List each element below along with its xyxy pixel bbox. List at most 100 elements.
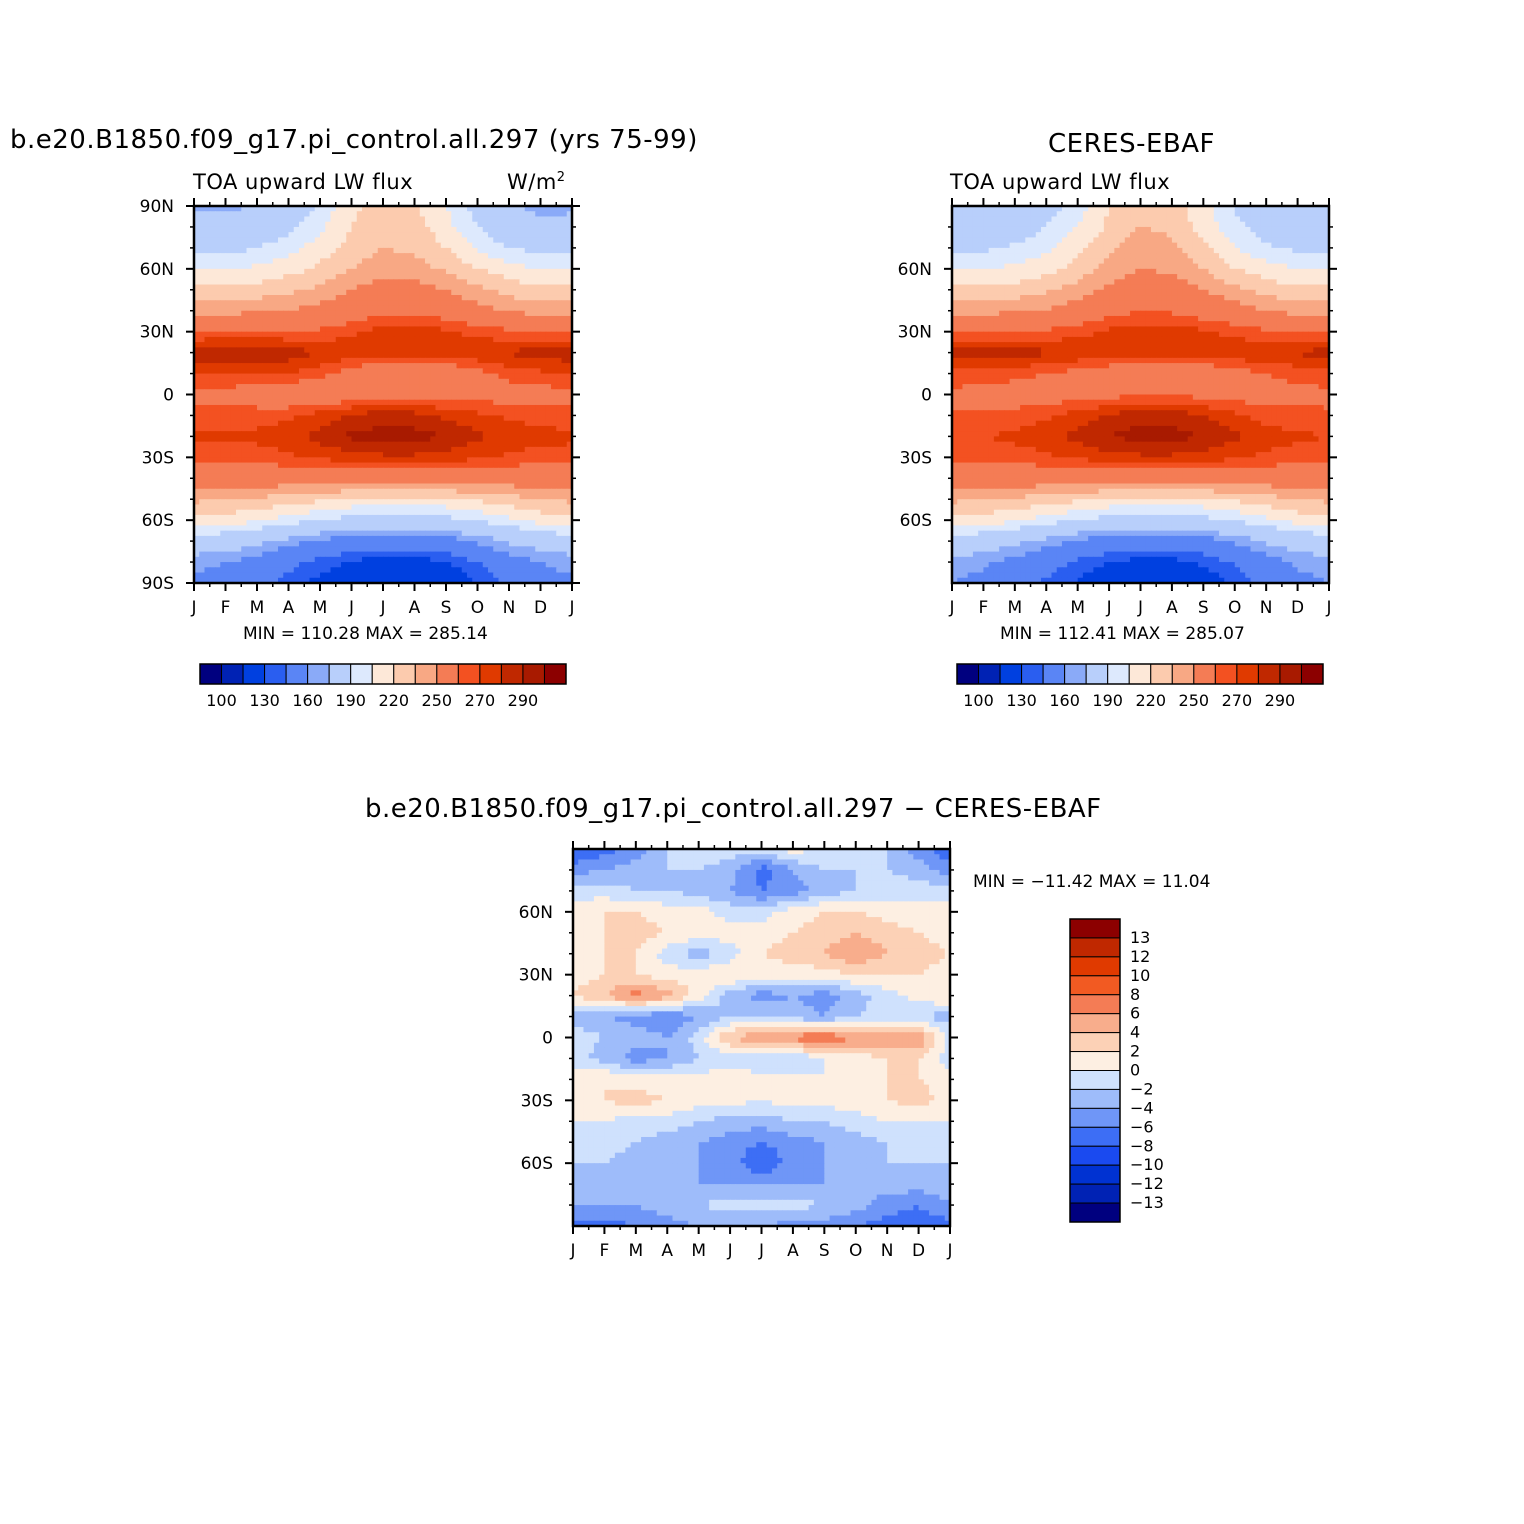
heatmap-cell — [299, 446, 305, 453]
heatmap-cell — [561, 530, 568, 537]
heatmap-cell — [503, 452, 510, 458]
heatmap-cell — [551, 441, 557, 448]
heatmap-cell — [377, 300, 384, 307]
heatmap-cell — [383, 263, 389, 270]
heatmap-cell — [519, 452, 526, 458]
heatmap-cell — [393, 321, 400, 328]
heatmap-cell — [314, 258, 321, 265]
heatmap-cell — [498, 321, 505, 328]
heatmap-cell — [451, 295, 458, 301]
heatmap-cell — [556, 452, 563, 458]
heatmap-cell — [367, 321, 374, 328]
heatmap-cell — [209, 446, 216, 453]
heatmap-cell — [425, 232, 431, 239]
heatmap-cell — [309, 488, 316, 495]
heatmap-cell — [383, 331, 389, 338]
heatmap-cell — [199, 279, 206, 286]
heatmap-cell — [388, 425, 395, 432]
heatmap-cell — [461, 279, 468, 286]
heatmap-cell — [440, 556, 447, 563]
heatmap-cell — [209, 321, 216, 328]
heatmap-cell — [225, 221, 232, 228]
heatmap-cell — [446, 305, 452, 312]
heatmap-cell — [215, 342, 221, 348]
heatmap-cell — [215, 274, 221, 280]
heatmap-cell — [262, 473, 269, 479]
heatmap-cell — [320, 305, 326, 312]
heatmap-cell — [451, 431, 458, 437]
heatmap-cell — [262, 221, 269, 228]
heatmap-cell — [488, 436, 494, 443]
heatmap-cell — [456, 373, 463, 380]
heatmap-cell — [509, 258, 515, 265]
heatmap-cell — [467, 310, 473, 317]
heatmap-cell — [241, 389, 248, 396]
heatmap-cell — [346, 211, 353, 218]
heatmap-cell — [556, 258, 563, 265]
heatmap-cell — [309, 232, 316, 239]
heatmap-cell — [288, 279, 295, 286]
heatmap-cell — [467, 326, 473, 333]
heatmap-cell — [535, 535, 542, 542]
heatmap-cell — [488, 541, 494, 547]
heatmap-cell — [215, 478, 221, 485]
heatmap-cell — [257, 399, 263, 406]
heatmap-cell — [509, 305, 515, 312]
heatmap-cell — [519, 221, 526, 228]
heatmap-cell — [288, 493, 295, 500]
heatmap-cell — [461, 457, 468, 464]
heatmap-cell — [325, 368, 332, 375]
heatmap-cell — [225, 300, 232, 307]
heatmap-cell — [435, 499, 442, 506]
heatmap-cell — [456, 363, 463, 369]
heatmap-cell — [309, 446, 316, 453]
heatmap-cell — [351, 441, 358, 448]
heatmap-cell — [251, 404, 258, 411]
heatmap-cell — [419, 520, 426, 527]
heatmap-cell — [372, 562, 379, 568]
heatmap-cell — [330, 441, 337, 448]
heatmap-cell — [309, 211, 316, 218]
heatmap-cell — [372, 253, 379, 259]
heatmap-cell — [461, 556, 468, 563]
heatmap-cell — [262, 378, 269, 385]
heatmap-cell — [383, 310, 389, 317]
heatmap-cell — [477, 509, 484, 516]
heatmap-cell — [262, 556, 269, 563]
heatmap-cell — [388, 514, 395, 521]
heatmap-cell — [467, 232, 473, 239]
heatmap-cell — [419, 462, 426, 469]
heatmap-cell — [257, 452, 263, 458]
heatmap-cell — [278, 562, 284, 568]
heatmap-cell — [530, 399, 536, 406]
heatmap-cell — [404, 551, 410, 558]
heatmap-cell — [377, 352, 384, 359]
heatmap-cell — [367, 211, 374, 218]
heatmap-cell — [556, 305, 563, 312]
heatmap-cell — [304, 478, 311, 485]
heatmap-cell — [446, 446, 452, 453]
heatmap-cell — [351, 216, 358, 223]
heatmap-cell — [356, 378, 363, 385]
heatmap-cell — [215, 562, 221, 568]
heatmap-cell — [288, 404, 295, 411]
heatmap-cell — [404, 514, 410, 521]
heatmap-cell — [241, 410, 248, 417]
heatmap-cell — [194, 420, 200, 427]
heatmap-cell — [383, 242, 389, 249]
heatmap-cell — [325, 373, 332, 380]
heatmap-cell — [566, 478, 573, 485]
heatmap-cell — [388, 242, 395, 249]
heatmap-cell — [241, 551, 248, 558]
heatmap-cell — [446, 347, 452, 354]
heatmap-cell — [414, 546, 421, 553]
heatmap-cell — [241, 216, 248, 223]
heatmap-cell — [346, 226, 353, 233]
heatmap-cell — [477, 431, 484, 437]
heatmap-cell — [451, 551, 458, 558]
heatmap-cell — [503, 541, 510, 547]
heatmap-cell — [225, 509, 232, 516]
heatmap-cell — [330, 473, 337, 479]
heatmap-cell — [230, 483, 237, 490]
heatmap-cell — [503, 493, 510, 500]
